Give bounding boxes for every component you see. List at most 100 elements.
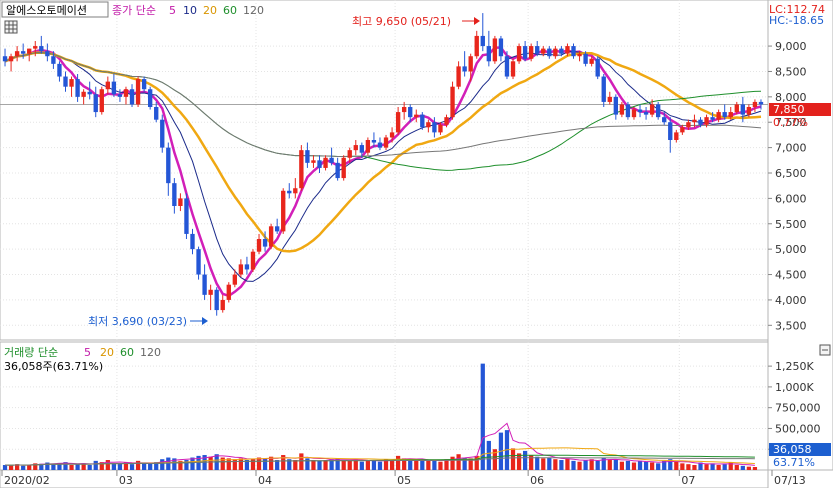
volume-bar [287, 459, 292, 470]
vol-ma-period-60[interactable]: 60 [120, 346, 134, 359]
price-tick-label: 4,000 [775, 294, 807, 307]
candle-body [190, 233, 195, 250]
vol-ma-period-5[interactable]: 5 [84, 346, 91, 359]
volume-bar [329, 459, 334, 470]
volume-bar [601, 457, 606, 470]
candle-body [8, 56, 14, 62]
volume-tick-label: 1,000K [775, 381, 814, 394]
volume-bar [547, 457, 552, 470]
volume-bar [135, 460, 141, 470]
candle-body [129, 89, 135, 105]
ma-period-120[interactable]: 120 [243, 4, 264, 17]
volume-bar [117, 463, 123, 470]
volume-bar [160, 459, 165, 470]
price-tick-label: 7,000 [775, 142, 807, 155]
candle-body [528, 46, 534, 59]
candle-body [45, 51, 50, 57]
volume-bar [75, 464, 80, 470]
candle-body [184, 198, 189, 234]
volume-bar [704, 464, 709, 470]
candle-body [504, 56, 510, 77]
volume-bar [619, 461, 624, 470]
candle-body [353, 145, 358, 151]
candle-body [262, 239, 268, 247]
candle-body [154, 107, 159, 120]
volume-bar [178, 460, 183, 470]
volume-bar [275, 460, 280, 470]
vol-ma-period-120[interactable]: 120 [140, 346, 161, 359]
candle-body [244, 264, 250, 270]
ma-period-60[interactable]: 60 [223, 4, 237, 17]
volume-bar [414, 460, 419, 470]
candle-body [426, 122, 431, 128]
candle-body [752, 101, 758, 107]
low-annotation: 최저 3,690 (03/23) [88, 315, 187, 328]
candle-body [268, 226, 274, 247]
volume-pane-settings-icon[interactable] [819, 344, 831, 356]
candle-body [438, 124, 443, 133]
volume-bar [643, 461, 649, 470]
candle-body [716, 112, 721, 120]
candle-body [178, 198, 183, 206]
volume-bar [105, 460, 110, 470]
candle-body [166, 147, 171, 184]
volume-bar [571, 460, 576, 470]
candle-body [480, 35, 485, 47]
volume-bar [93, 460, 98, 470]
stock-name-box[interactable] [1, 1, 109, 18]
volume-bar [613, 459, 618, 470]
volume-bar [625, 460, 631, 470]
candle-body [214, 289, 219, 311]
candle-body [722, 112, 727, 118]
volume-bar [383, 459, 389, 470]
candle-body [99, 89, 104, 113]
volume-bar [444, 459, 449, 470]
candle-body [20, 51, 26, 54]
candle-body [541, 48, 546, 54]
volume-pane [0, 341, 769, 471]
volume-bar [250, 459, 256, 470]
volume-bar [154, 462, 159, 470]
candle-body [619, 104, 625, 115]
candle-body [202, 274, 207, 295]
candle-body [601, 76, 606, 102]
vol-ma-period-20[interactable]: 20 [100, 346, 114, 359]
volume-bar [323, 460, 328, 470]
volume-bar [740, 465, 745, 470]
candle-body [287, 190, 292, 194]
volume-bar [402, 458, 407, 470]
volume-bar [305, 458, 310, 470]
volume-bar [486, 440, 491, 470]
volume-bar [728, 462, 733, 470]
ma-period-10[interactable]: 10 [183, 4, 197, 17]
date-tick-label: 2020/02 [4, 474, 50, 487]
candle-body [607, 96, 612, 102]
grid-toggle-icon[interactable] [4, 20, 18, 34]
current-price-value: 7,850 [773, 103, 805, 116]
volume-bar [432, 460, 437, 470]
candle-body [698, 119, 703, 125]
volume-bar [256, 457, 262, 470]
price-tick-label: 6,500 [775, 167, 807, 180]
candle-body [93, 94, 98, 113]
volume-ma-line-120 [4, 457, 755, 466]
volume-bar [51, 464, 56, 470]
volume-bar [129, 464, 135, 470]
candle-body [535, 46, 540, 54]
candle-body [232, 274, 238, 285]
candle-body [208, 289, 213, 295]
volume-bar [299, 453, 304, 470]
candle-body [553, 48, 558, 57]
candle-body [565, 46, 570, 54]
candle-body [649, 104, 655, 115]
volume-bar [426, 460, 431, 470]
volume-bar [510, 448, 516, 470]
candle-body [710, 117, 715, 120]
ma-period-5[interactable]: 5 [169, 4, 176, 17]
candle-body [492, 38, 498, 62]
candle-body [577, 53, 582, 57]
volume-bar [656, 463, 661, 470]
ma-period-20[interactable]: 20 [203, 4, 217, 17]
volume-bar [99, 462, 104, 470]
